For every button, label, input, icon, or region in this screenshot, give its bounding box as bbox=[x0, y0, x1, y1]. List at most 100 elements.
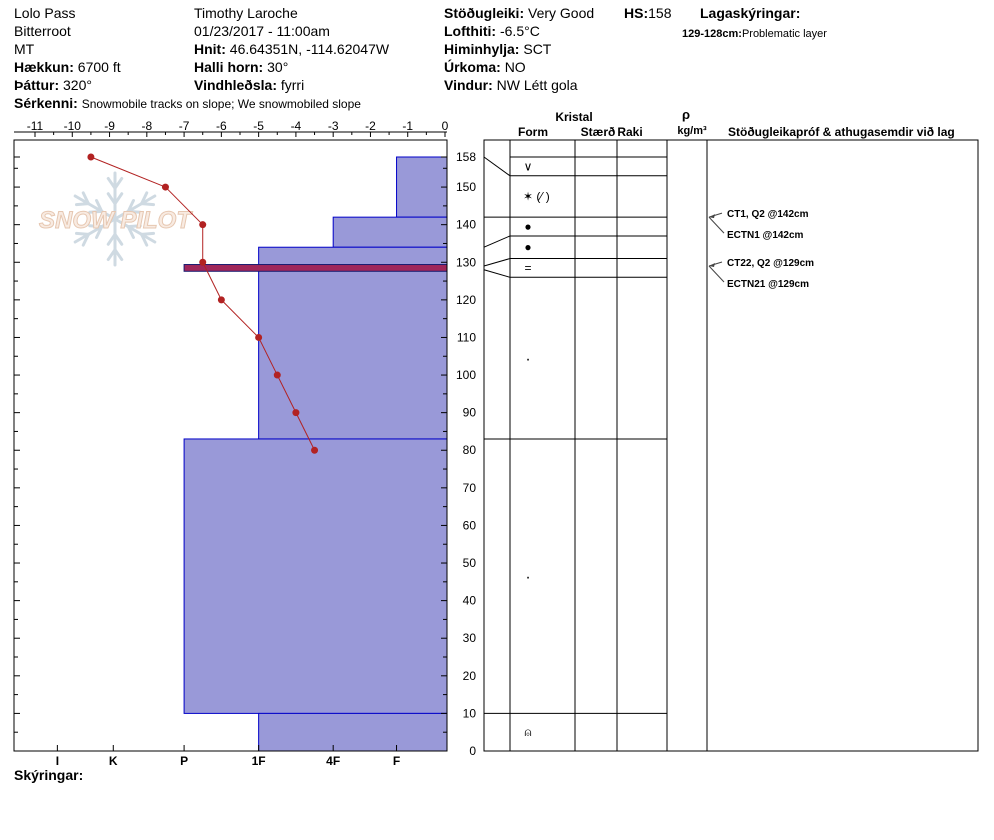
temperature-segment bbox=[90, 156, 166, 188]
temperature-point bbox=[217, 296, 225, 304]
layer-connector bbox=[483, 156, 511, 177]
grain-form: ⍝ bbox=[524, 725, 531, 739]
test-arrow bbox=[708, 265, 725, 283]
height-tick-label: 80 bbox=[463, 443, 477, 457]
grain-forms: ∨ ✶ (⁄ ) ● ● = · · ⍝ bbox=[523, 159, 550, 739]
snowflake-branch bbox=[126, 199, 135, 213]
features: Sérkenni: Snowmobile tracks on slope; We… bbox=[14, 95, 361, 111]
temperature-segment bbox=[221, 299, 259, 338]
coordinates: Hnit: 46.64351N, -114.62047W bbox=[194, 41, 390, 57]
layer-connector bbox=[483, 235, 511, 248]
stability-test-label: ECTN21 @129cm bbox=[727, 279, 809, 290]
layer-connector bbox=[483, 258, 511, 267]
snowflake-arm bbox=[73, 217, 117, 244]
hardness-tick-label: 4F bbox=[326, 754, 340, 768]
layer-notes-label: Lagaskýringar: bbox=[700, 5, 801, 21]
height-tick-label: 40 bbox=[463, 594, 477, 608]
temperature-segment bbox=[165, 186, 204, 226]
temperature-tick-label: -6 bbox=[216, 119, 227, 133]
snowflake-branch bbox=[140, 231, 156, 236]
snowflake-branch bbox=[95, 199, 104, 213]
snowflake-branch bbox=[113, 192, 124, 206]
temperature-tick-label: -2 bbox=[365, 119, 376, 133]
height-tick-label: 150 bbox=[456, 180, 476, 194]
snowflake-branch bbox=[113, 176, 124, 190]
hardness-tick-label: I bbox=[56, 754, 59, 768]
snowflake-branch bbox=[88, 224, 104, 229]
precipitation: Úrkoma: NO bbox=[444, 59, 526, 75]
snowflake-branch bbox=[74, 202, 90, 207]
grain-form: · bbox=[525, 351, 530, 368]
temperature-point bbox=[87, 153, 95, 161]
snow-height: HS:158 bbox=[624, 5, 672, 21]
size-header: Stærð bbox=[581, 125, 616, 139]
snowpilot-watermark: SNOW PILOT bbox=[39, 171, 194, 267]
hardness-layer-4 bbox=[258, 712, 448, 752]
snowflake-branch bbox=[126, 225, 135, 239]
wind-loading: Vindhleðsla: fyrri bbox=[194, 77, 305, 93]
density-symbol: ρ bbox=[682, 107, 690, 122]
grain-form: ● bbox=[524, 240, 531, 254]
snowflake-branch bbox=[88, 209, 104, 214]
temperature-point bbox=[199, 221, 207, 229]
hardness-layers bbox=[183, 156, 448, 752]
form-header: Form bbox=[518, 125, 548, 139]
grain-form: ∨ bbox=[524, 159, 533, 173]
problem-layer-band bbox=[183, 264, 448, 272]
layer-connector bbox=[483, 269, 511, 278]
snowflake-branch bbox=[113, 248, 124, 262]
hardness-tick-label: F bbox=[393, 754, 400, 768]
snowflake-branch bbox=[95, 225, 104, 239]
notes-label: Skýringar: bbox=[14, 767, 84, 783]
temperature-segment bbox=[295, 412, 315, 451]
stability-tests: CT1, Q2 @142cm ECTN1 @142cm CT22, Q2 @129c… bbox=[708, 209, 814, 290]
problem-layer bbox=[183, 264, 448, 272]
snowflake-branch bbox=[140, 232, 149, 247]
height-tick-label: 50 bbox=[463, 556, 477, 570]
temperature-tick-label: 0 bbox=[442, 119, 449, 133]
stability: Stöðugleiki: Very Good bbox=[444, 5, 595, 21]
air-temperature: Lofthiti: -6.5°C bbox=[444, 23, 540, 39]
temperature-tick-label: -1 bbox=[402, 119, 413, 133]
snowflake-branch bbox=[106, 248, 117, 262]
snowflake-branch bbox=[81, 191, 90, 206]
temperature-point bbox=[292, 409, 300, 417]
table-frame bbox=[483, 139, 979, 752]
temperature-tick-label: -10 bbox=[64, 119, 82, 133]
temperature-point bbox=[199, 258, 207, 266]
height-tick-label: 0 bbox=[469, 744, 476, 758]
observer: Timothy Laroche bbox=[194, 5, 298, 21]
height-tick-label: 20 bbox=[463, 669, 477, 683]
temperature-segment bbox=[202, 262, 222, 301]
layer-connectors bbox=[483, 156, 511, 278]
temperature-tick-label: -7 bbox=[179, 119, 190, 133]
temperature-tick-label: -8 bbox=[141, 119, 152, 133]
height-tick-label: 70 bbox=[463, 481, 477, 495]
elevation: Hækkun: 6700 ft bbox=[14, 59, 121, 75]
temperature-point bbox=[273, 371, 281, 379]
test-arrowhead bbox=[709, 263, 715, 268]
height-tick-label: 140 bbox=[456, 218, 476, 232]
snowflake-arm bbox=[113, 217, 157, 244]
aspect: Þáttur: 320° bbox=[14, 77, 92, 93]
hardness-tick-label: P bbox=[180, 754, 188, 768]
height-tick-label: 130 bbox=[456, 255, 476, 269]
temperature-axis: -11 -10 -9 -8 -7 -6 -5 -4 -3 -2 -1 0 bbox=[27, 119, 449, 137]
hardness-temperature-plot: SNOW PILOT -11 -10 -9 -8 -7 -6 -5 -4 -3 -2 -1 0 010… bbox=[13, 119, 476, 768]
height-tick-label: 10 bbox=[463, 706, 477, 720]
layer-note: 129-128cm:Problematic layer bbox=[682, 28, 827, 40]
snowflake-branch bbox=[106, 232, 117, 246]
snowflake-branch bbox=[81, 232, 90, 247]
temperature-tick-label: -9 bbox=[104, 119, 115, 133]
height-tick-label: 158 bbox=[456, 150, 476, 164]
temperature-point bbox=[311, 446, 319, 454]
stability-test-label: ECTN1 @142cm bbox=[727, 230, 804, 241]
snowflake-branch bbox=[106, 176, 117, 190]
stability-test-label: CT1, Q2 @142cm bbox=[727, 209, 809, 220]
height-axis: 0 10 20 30 40 50 60 70 80 90 100 110 120 130 140 150 158 bbox=[14, 150, 476, 758]
wind: Vindur: NW Létt gola bbox=[444, 77, 578, 93]
snowflake-branch bbox=[106, 192, 117, 206]
grain-form: · bbox=[525, 569, 530, 586]
moisture-header: Raki bbox=[617, 125, 642, 139]
